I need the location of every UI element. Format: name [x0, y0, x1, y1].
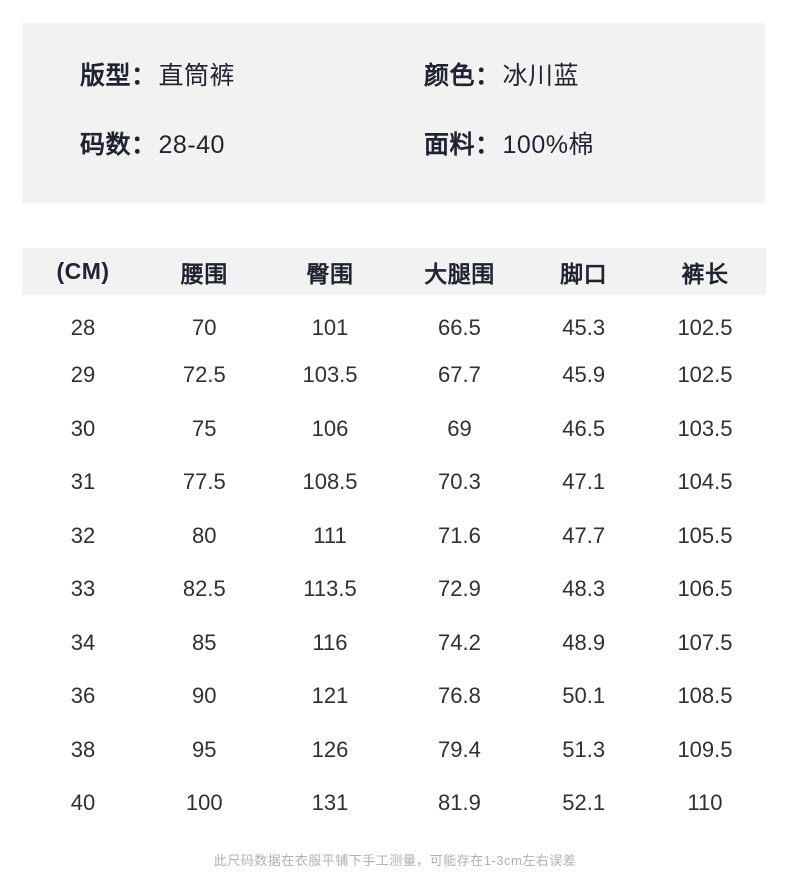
- size-cell: 105.5: [677, 522, 733, 548]
- size-cell: 101: [311, 315, 349, 341]
- size-range-label: 码数：: [80, 131, 157, 159]
- info-item-color: 颜色： 冰川蓝: [424, 64, 765, 89]
- table-row: 30 75 106 69 46.5 103.5: [22, 402, 766, 456]
- size-cell: 79.4: [438, 736, 481, 762]
- size-cell: 107.5: [677, 629, 733, 655]
- size-cell: 108.5: [302, 469, 358, 495]
- table-row: 28 70 101 66.5 45.3 102.5: [22, 295, 766, 349]
- table-row: 29 72.5 103.5 67.7 45.9 102.5: [22, 349, 766, 403]
- size-cell: 71.6: [438, 522, 481, 548]
- size-cell: 66.5: [438, 315, 481, 341]
- size-cell: 100: [185, 790, 223, 816]
- size-cell: 28: [70, 315, 96, 341]
- table-row: 40 100 131 81.9 52.1 110: [22, 777, 766, 831]
- size-cell: 31: [70, 469, 96, 495]
- size-cell: 45.9: [562, 362, 606, 388]
- column-header: 臀围: [264, 248, 396, 295]
- table-body: 28 70 101 66.5 45.3 102.5 29 72.5 103.5 67.7 45.9 1…: [22, 295, 766, 830]
- info-item-size-range: 码数： 28-40: [80, 133, 424, 158]
- style-value: 直筒裤: [158, 62, 236, 90]
- size-cell: 111: [313, 522, 347, 548]
- table-row: 33 82.5 113.5 72.9 48.3 106.5: [22, 563, 766, 617]
- size-cell: 46.5: [562, 415, 606, 441]
- size-cell: 32: [70, 522, 96, 548]
- info-item-fabric: 面料： 100%棉: [424, 133, 765, 158]
- size-cell: 38: [70, 736, 96, 762]
- size-cell: 74.2: [438, 629, 481, 655]
- size-cell: 45.3: [562, 315, 606, 341]
- size-cell: 103.5: [302, 362, 358, 388]
- size-cell: 48.3: [562, 576, 606, 602]
- column-header: 脚口: [523, 248, 644, 295]
- size-cell: 82.5: [182, 576, 226, 602]
- size-cell: 72.9: [438, 576, 481, 602]
- size-cell: 116: [312, 629, 348, 655]
- size-range-value: 28-40: [158, 131, 225, 159]
- size-cell: 90: [192, 683, 217, 709]
- product-info-card: 版型： 直筒裤 颜色： 冰川蓝 码数： 28-40 面料： 100%棉: [22, 23, 765, 203]
- size-cell: 29: [70, 362, 96, 388]
- column-header: 裤长: [643, 248, 766, 295]
- size-cell: 67.7: [438, 362, 481, 388]
- size-cell: 47.1: [562, 469, 606, 495]
- size-cell: 104.5: [677, 469, 733, 495]
- size-cell: 77.5: [182, 469, 226, 495]
- size-cell: 106.5: [677, 576, 733, 602]
- measurement-disclaimer: 此尺码数据在衣服平铺下手工测量，可能存在1-3cm左右误差: [213, 853, 577, 868]
- size-cell: 102.5: [677, 362, 733, 388]
- fabric-label: 面料：: [424, 131, 501, 159]
- size-cell: 40: [70, 790, 96, 816]
- size-cell: 80: [192, 522, 217, 548]
- column-header: (CM): [22, 248, 145, 295]
- size-cell: 47.7: [562, 522, 606, 548]
- fabric-value: 100%棉: [502, 131, 594, 159]
- size-cell: 85: [192, 629, 217, 655]
- size-cell: 33: [70, 576, 96, 602]
- table-row: 38 95 126 79.4 51.3 109.5: [22, 723, 766, 777]
- size-cell: 48.9: [562, 629, 606, 655]
- size-cell: 36: [70, 683, 96, 709]
- size-table: (CM) 腰围 臀围 大腿围 脚口 裤长 28 70 101 66.5 45.3 102.5 29 72…: [22, 248, 766, 830]
- column-header: 大腿围: [395, 248, 524, 295]
- size-cell: 108.5: [677, 683, 733, 709]
- table-row: 34 85 116 74.2 48.9 107.5: [22, 616, 766, 670]
- table-row: 31 77.5 108.5 70.3 47.1 104.5: [22, 456, 766, 510]
- size-cell: 76.8: [438, 683, 481, 709]
- size-cell: 81.9: [438, 790, 481, 816]
- table-header-row: (CM) 腰围 臀围 大腿围 脚口 裤长: [22, 248, 766, 295]
- size-cell: 110: [687, 790, 723, 816]
- size-cell: 34: [70, 629, 96, 655]
- size-cell: 70.3: [438, 469, 481, 495]
- size-cell: 106: [311, 415, 349, 441]
- info-item-style: 版型： 直筒裤: [80, 64, 424, 89]
- size-cell: 30: [70, 415, 96, 441]
- table-row: 36 90 121 76.8 50.1 108.5: [22, 670, 766, 724]
- table-row: 32 80 111 71.6 47.7 105.5: [22, 509, 766, 563]
- color-value: 冰川蓝: [502, 62, 580, 90]
- size-cell: 69: [447, 415, 472, 441]
- size-cell: 131: [311, 790, 349, 816]
- size-cell: 95: [192, 736, 217, 762]
- style-label: 版型：: [80, 62, 157, 90]
- size-cell: 50.1: [562, 683, 606, 709]
- color-label: 颜色：: [424, 62, 501, 90]
- size-cell: 103.5: [677, 415, 733, 441]
- size-cell: 121: [311, 683, 349, 709]
- size-cell: 113.5: [303, 576, 357, 602]
- size-cell: 72.5: [182, 362, 226, 388]
- size-cell: 126: [311, 736, 349, 762]
- size-cell: 109.5: [677, 736, 733, 762]
- size-cell: 52.1: [562, 790, 606, 816]
- size-cell: 75: [192, 415, 217, 441]
- size-cell: 51.3: [562, 736, 606, 762]
- size-cell: 70: [192, 315, 217, 341]
- column-header: 腰围: [144, 248, 265, 295]
- size-cell: 102.5: [677, 315, 733, 341]
